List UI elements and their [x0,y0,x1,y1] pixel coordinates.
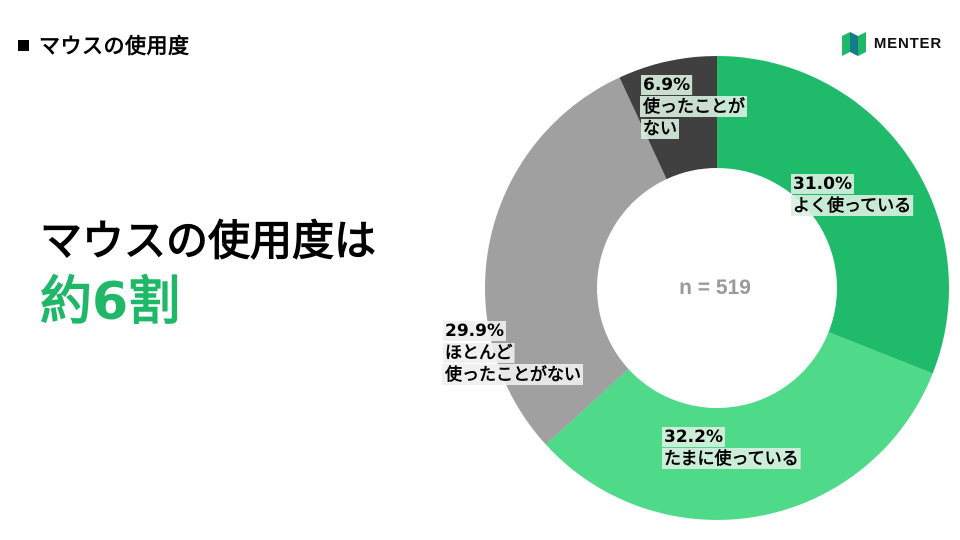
slice-category-label: よく使っている [793,195,911,216]
slice-label-often: 31.0%よく使っている [791,174,914,216]
slice-category-label: ほとんど [445,343,513,363]
slide-title: マウスの使用度 [18,30,190,60]
slice-value-label: 29.9% [445,321,504,341]
label-background [641,119,679,139]
headline-line2: 約6割 [40,271,181,332]
label-background [640,96,747,117]
slice-label-sometimes: 32.2%たまに使っている [662,427,801,469]
donut-slice-sometimes [545,332,933,520]
slice-category-label: 使ったことが [642,96,745,117]
label-background [443,321,506,341]
label-background [442,364,583,385]
label-background [443,343,515,363]
donut-slice-rarely [484,77,667,445]
menter-logo-icon [841,32,866,56]
slice-value-label: 32.2% [664,427,723,447]
label-background [791,174,854,194]
headline-line1: マウスの使用度は [40,216,377,265]
slice-category-label: 使ったことがない [444,364,581,385]
slice-category-label: ない [643,119,677,139]
slide-title-text: マウスの使用度 [39,34,190,58]
logo-text: MENTER [873,34,942,52]
slice-label-never: 6.9%使ったことがない [640,75,747,139]
square-bullet-icon [18,39,29,51]
headline: マウスの使用度は 約6割 [40,215,376,335]
label-background [791,195,914,216]
center-label: n = 519 [679,276,751,299]
slice-value-label: 31.0% [793,174,852,194]
slice-value-label: 6.9% [643,75,690,95]
menter-logo: MENTER [841,30,942,56]
label-background [662,448,801,469]
slice-category-label: たまに使っている [664,448,799,469]
label-background [662,427,725,447]
label-background [641,75,693,95]
